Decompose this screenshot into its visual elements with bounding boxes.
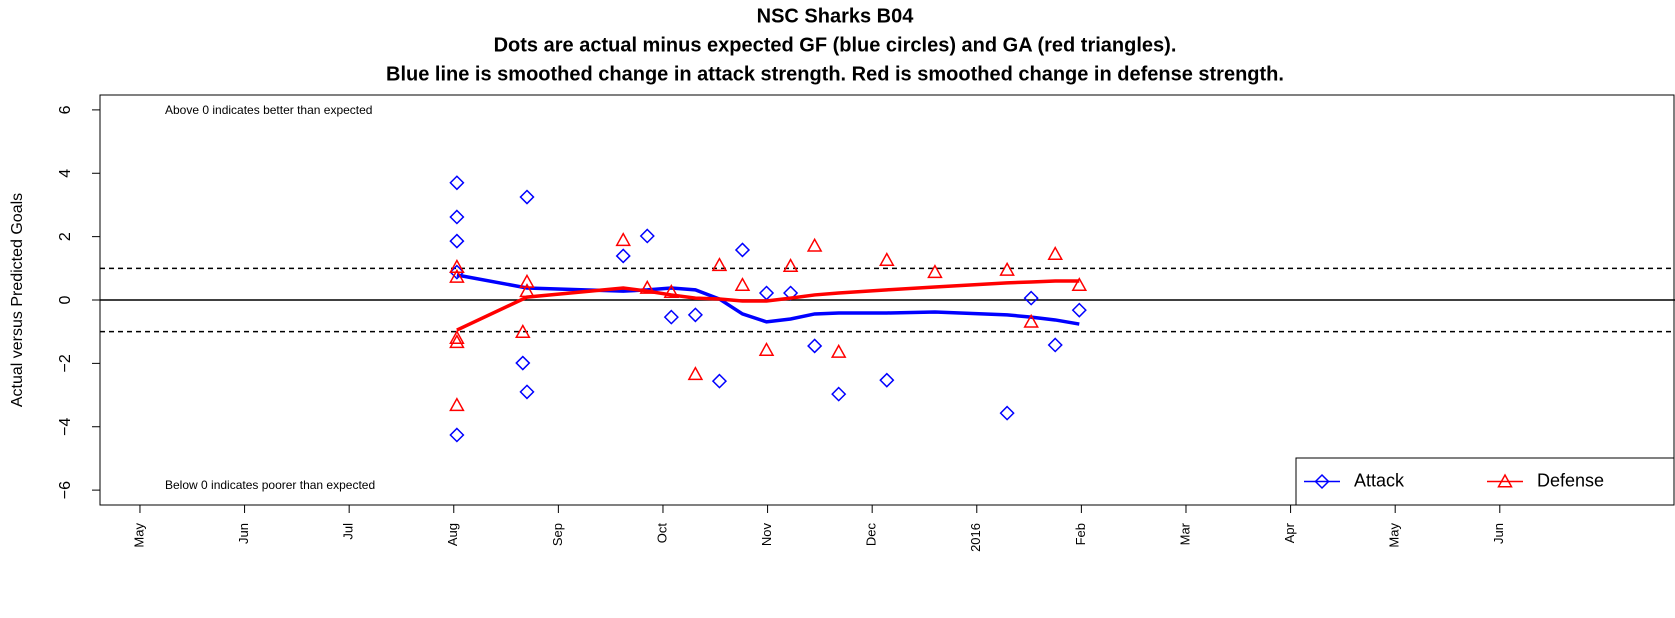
point bbox=[639, 279, 656, 294]
point bbox=[449, 259, 465, 273]
point bbox=[687, 307, 703, 323]
point bbox=[449, 264, 465, 280]
x-tick-label: Sep bbox=[550, 523, 565, 546]
x-tick-label: Nov bbox=[759, 523, 774, 547]
point bbox=[663, 284, 680, 299]
x-tick-label: Oct bbox=[654, 523, 669, 544]
legend-marker bbox=[1497, 473, 1513, 488]
x-tick-label: Feb bbox=[1073, 523, 1088, 545]
point bbox=[758, 285, 775, 301]
point bbox=[449, 233, 465, 249]
point bbox=[519, 283, 535, 298]
point bbox=[1023, 313, 1039, 328]
point bbox=[734, 242, 751, 258]
x-tick-label: Mar bbox=[1177, 522, 1192, 545]
legend-label: Defense bbox=[1537, 470, 1604, 490]
point bbox=[519, 273, 535, 288]
y-axis-label: Actual versus Predicted Goals bbox=[9, 193, 26, 407]
annotation: Below 0 indicates poorer than expected bbox=[165, 478, 375, 492]
smooth-line bbox=[456, 279, 1080, 332]
x-tick-label: 2016 bbox=[968, 523, 983, 552]
point bbox=[515, 355, 531, 371]
point bbox=[879, 372, 895, 388]
x-tick-label: Jun bbox=[236, 523, 251, 544]
y-tick-label: −4 bbox=[57, 418, 74, 436]
point bbox=[1071, 277, 1088, 292]
point bbox=[831, 386, 847, 402]
point bbox=[1071, 302, 1087, 318]
legend-marker bbox=[1314, 473, 1330, 490]
point bbox=[615, 248, 631, 264]
chart-subtitle: Dots are actual minus expected GF (blue … bbox=[494, 34, 1177, 56]
y-tick-label: 2 bbox=[57, 232, 74, 241]
x-tick-label: Dec bbox=[864, 523, 879, 547]
y-tick-label: −6 bbox=[57, 481, 74, 499]
chart-title: NSC Sharks B04 bbox=[757, 5, 915, 27]
point bbox=[449, 334, 465, 349]
y-tick-label: −2 bbox=[57, 354, 74, 372]
legend-label: Attack bbox=[1354, 470, 1405, 490]
point bbox=[711, 373, 728, 389]
point bbox=[449, 329, 465, 344]
x-tick-label: Jul bbox=[341, 523, 356, 540]
point bbox=[806, 237, 823, 252]
legend-box bbox=[1295, 457, 1675, 506]
point bbox=[449, 397, 465, 412]
annotation: Above 0 indicates better than expected bbox=[165, 103, 372, 117]
point bbox=[639, 228, 655, 244]
point bbox=[879, 252, 895, 267]
point bbox=[830, 343, 847, 358]
point bbox=[1023, 290, 1039, 306]
point bbox=[711, 257, 728, 272]
point bbox=[927, 264, 943, 279]
x-tick-label: Jun bbox=[1491, 523, 1506, 544]
point bbox=[615, 232, 631, 247]
x-tick-label: May bbox=[1387, 523, 1402, 548]
point bbox=[449, 427, 465, 443]
y-tick-label: 4 bbox=[57, 169, 74, 178]
point bbox=[1047, 337, 1063, 353]
point bbox=[449, 209, 465, 225]
x-tick-label: May bbox=[131, 523, 146, 548]
point bbox=[515, 323, 531, 338]
x-tick-label: Apr bbox=[1282, 522, 1297, 543]
point bbox=[519, 384, 535, 400]
point bbox=[782, 258, 799, 273]
point bbox=[449, 175, 465, 191]
point bbox=[999, 405, 1015, 421]
point bbox=[1047, 246, 1064, 261]
chart-subtitle: Blue line is smoothed change in attack s… bbox=[386, 63, 1284, 85]
y-tick-label: 6 bbox=[57, 105, 74, 114]
point bbox=[687, 366, 704, 381]
point bbox=[999, 261, 1015, 276]
point bbox=[807, 338, 823, 354]
y-tick-label: 0 bbox=[57, 295, 74, 304]
point bbox=[449, 268, 465, 283]
point bbox=[663, 309, 679, 325]
point bbox=[734, 277, 751, 292]
x-tick-label: Aug bbox=[445, 523, 460, 546]
point bbox=[519, 189, 535, 205]
point bbox=[758, 342, 775, 357]
